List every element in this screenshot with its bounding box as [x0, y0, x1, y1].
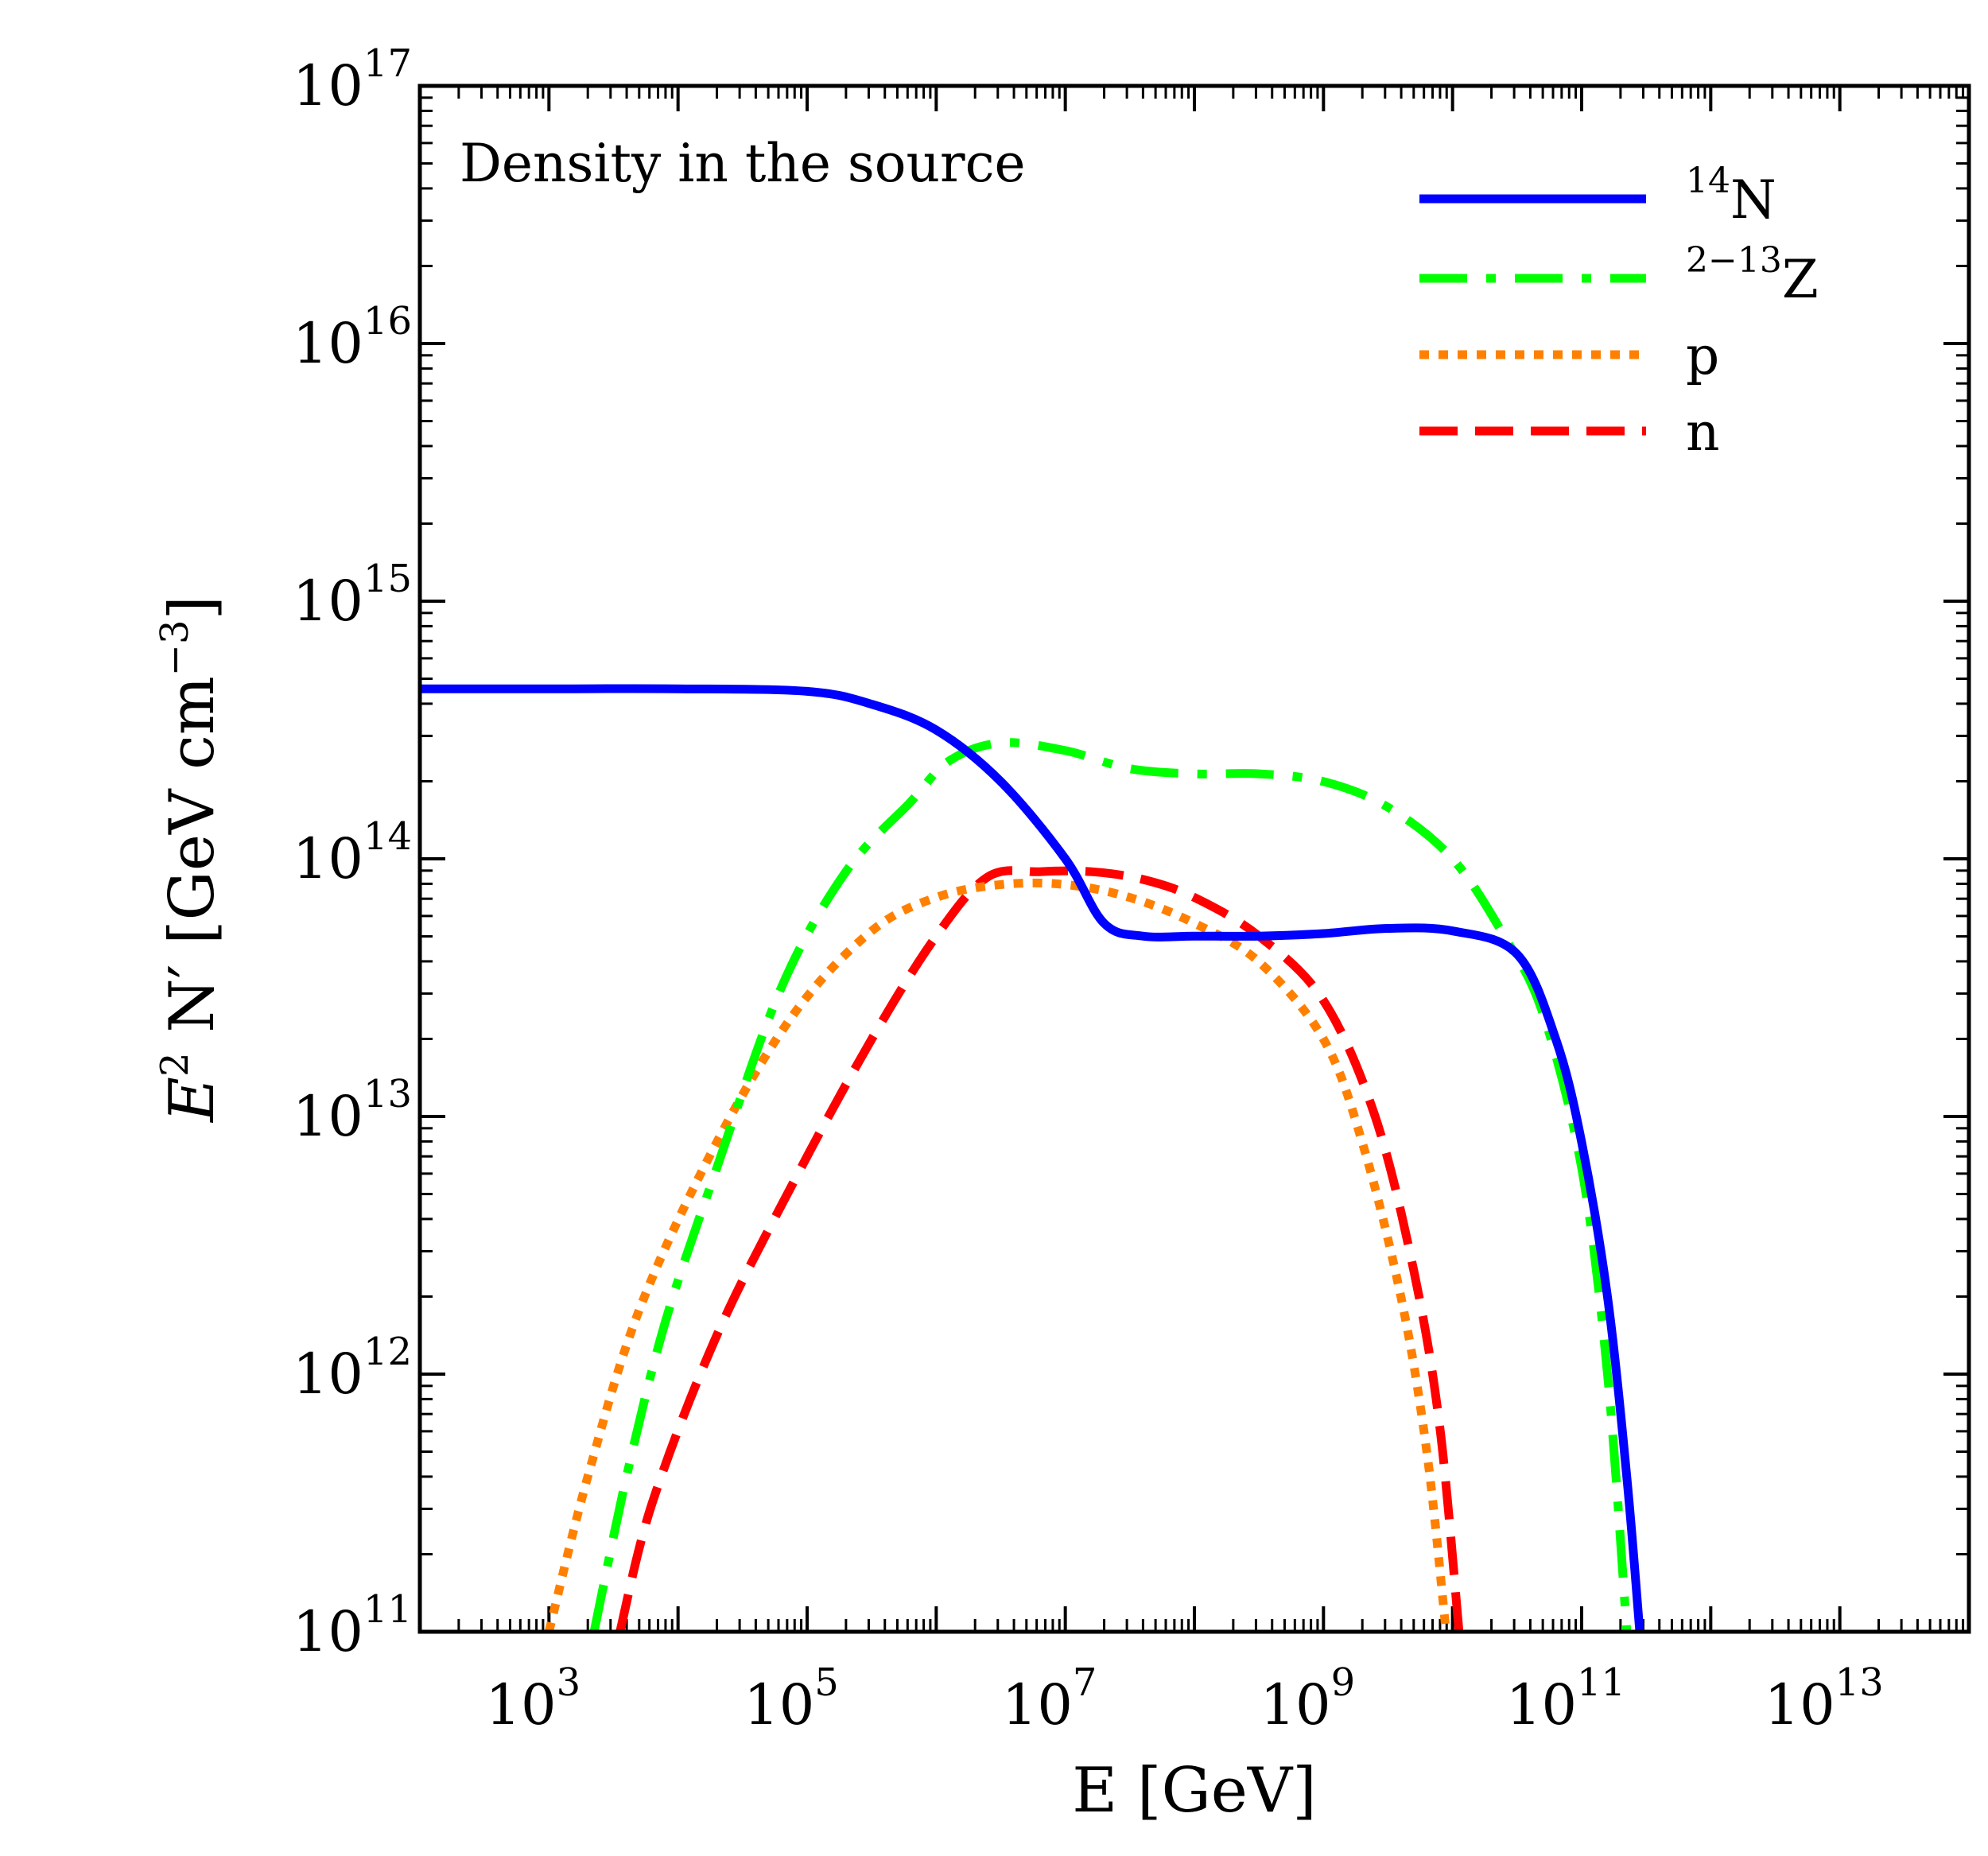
- y-tick-label-exp: 16: [363, 299, 412, 344]
- y-tick-label-exp: 15: [363, 557, 412, 601]
- y-tick-label-base: 10: [293, 311, 363, 376]
- y-tick-label-base: 10: [293, 1084, 363, 1149]
- y-tick-label-exp: 13: [363, 1072, 412, 1116]
- legend-label-2-13Z: 2−13Z: [1686, 240, 1819, 310]
- y-axis-title-close: ]: [157, 596, 228, 619]
- x-tick-label: 107: [1002, 1660, 1097, 1738]
- y-tick-label: 1015: [293, 557, 412, 634]
- legend-label-n: n: [1686, 402, 1720, 463]
- series-line-2-13Z: [589, 738, 1632, 1632]
- series-line-14N: [420, 684, 1644, 1632]
- x-tick-labels: 103 105 107 109 1011 1013: [486, 1660, 1884, 1738]
- y-axis-title-sup: 2: [153, 1052, 197, 1077]
- x-tick-label-exp: 13: [1835, 1660, 1884, 1705]
- plot-frame: [417, 83, 1971, 1634]
- y-tick-label-base: 10: [293, 1342, 363, 1407]
- y-tick-label-exp: 17: [363, 41, 412, 86]
- x-tick-label-base: 10: [1765, 1672, 1835, 1738]
- series-layer: [420, 684, 1644, 1632]
- y-axis-title-base: E: [157, 1077, 228, 1124]
- x-tick-label: 109: [1260, 1660, 1356, 1738]
- x-tick-label-exp: 5: [814, 1660, 839, 1705]
- y-tick-label-exp: 11: [363, 1587, 412, 1632]
- x-tick-label-base: 10: [1260, 1672, 1331, 1738]
- y-tick-label: 1011: [293, 1587, 412, 1664]
- y-tick-label: 1013: [293, 1072, 412, 1149]
- legend-label-base: Z: [1782, 249, 1819, 310]
- series-line-n: [615, 866, 1464, 1632]
- legend-label-base: N: [1730, 169, 1776, 231]
- x-tick-label: 103: [486, 1660, 581, 1738]
- y-tick-label: 1017: [293, 41, 412, 118]
- legend-label-sup: 14: [1686, 161, 1730, 201]
- y-tick-label-base: 10: [293, 53, 363, 118]
- x-tick-label-base: 10: [1002, 1672, 1073, 1738]
- x-axis-title: E [GeV]: [1072, 1755, 1316, 1827]
- x-tick-label-exp: 9: [1331, 1660, 1356, 1705]
- x-tick-label: 1011: [1506, 1660, 1625, 1738]
- major-ticks: [420, 86, 1969, 1632]
- minor-ticks: [420, 86, 1969, 1632]
- legend-label-14N: 14N: [1686, 161, 1776, 231]
- y-tick-label: 1016: [293, 299, 412, 376]
- y-tick-label-base: 10: [293, 569, 363, 634]
- x-tick-label-exp: 3: [557, 1660, 581, 1705]
- y-axis-title: E2 N′ [GeV cm−3]: [153, 596, 228, 1124]
- y-tick-label-base: 10: [293, 826, 363, 891]
- x-tick-label: 105: [744, 1660, 839, 1738]
- x-tick-label-exp: 7: [1073, 1660, 1097, 1705]
- x-tick-label-base: 10: [1506, 1672, 1577, 1738]
- x-tick-label: 1013: [1765, 1660, 1884, 1738]
- x-tick-label-base: 10: [744, 1672, 814, 1738]
- y-tick-label-exp: 12: [363, 1330, 412, 1374]
- legend-label-p: p: [1686, 325, 1719, 386]
- y-tick-label-base: 10: [293, 1599, 363, 1664]
- x-tick-label-base: 10: [486, 1672, 557, 1738]
- y-axis-title-unit-sup: −3: [153, 619, 197, 676]
- legend-label-sup: 2−13: [1686, 240, 1782, 281]
- y-tick-label: 1012: [293, 1330, 412, 1407]
- y-axis-title-rest: N′ [GeV cm: [157, 676, 228, 1052]
- series-line-p: [544, 878, 1450, 1632]
- x-tick-label-exp: 11: [1577, 1660, 1625, 1705]
- y-tick-label-exp: 14: [363, 814, 412, 859]
- y-tick-label: 1014: [293, 814, 412, 891]
- annotation-text: Density in the source: [460, 133, 1026, 194]
